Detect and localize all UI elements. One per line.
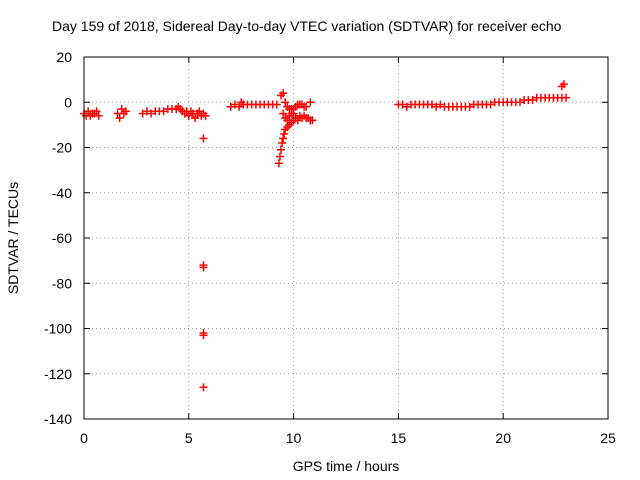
x-tick-labels: 0 5 10 15 20 25 [80,430,616,446]
data-point [306,98,315,107]
data-point [515,98,524,107]
y-tick-label: -100 [44,321,72,337]
x-tick-label: 15 [391,430,407,446]
y-tick-labels: -140 -120 -100 -80 -60 -40 -20 0 20 [44,49,72,427]
x-tick-label: 10 [286,430,302,446]
data-point [283,116,292,125]
y-tick-label: -120 [44,366,72,382]
x-tick-label: 5 [185,430,193,446]
x-axis-label: GPS time / hours [293,458,400,474]
data-point [195,107,204,116]
data-point [293,116,302,125]
data-point [280,129,289,138]
data-point [94,111,103,120]
data-point [278,138,287,147]
data-point [562,93,571,102]
data-point [147,109,156,118]
plot-frame [83,56,609,420]
data-point [289,109,298,118]
y-axis-label: SDTVAR / TECUs [5,182,21,294]
chart-title: Day 159 of 2018, Sidereal Day-to-day VTE… [52,18,562,34]
x-tick-label: 0 [80,430,88,446]
data-points [80,80,571,392]
data-point [279,109,288,118]
y-tick-label: -40 [52,185,72,201]
data-point [92,107,101,116]
y-tick-label: 20 [56,49,72,65]
data-point [279,89,288,98]
data-point [274,159,283,168]
data-point [115,114,124,123]
data-point [201,111,210,120]
x-tick-label: 25 [600,430,616,446]
data-point [279,134,288,143]
data-point [277,145,286,154]
data-point [142,107,151,116]
data-point [184,111,193,120]
y-tick-label: -80 [52,275,72,291]
data-point [402,102,411,111]
y-tick-label: -60 [52,230,72,246]
data-point [235,102,244,111]
data-point [398,100,407,109]
data-point [432,102,441,111]
data-point [486,100,495,109]
data-point [226,102,235,111]
data-point [528,95,537,104]
data-point [308,116,317,125]
data-point [121,107,130,116]
data-point [281,98,290,107]
data-point [199,134,208,143]
data-point [199,331,208,340]
data-point [191,114,200,123]
data-point [302,102,311,111]
data-point [465,102,474,111]
data-point [559,80,568,89]
data-point [199,383,208,392]
x-tick-label: 20 [495,430,511,446]
y-tick-label: 0 [64,94,72,110]
y-tick-label: -140 [44,411,72,427]
data-point [427,100,436,109]
data-point [436,100,445,109]
data-point [117,105,126,114]
data-point [159,107,168,116]
data-point [230,100,239,109]
data-point [272,100,281,109]
data-point [275,152,284,161]
y-tick-label: -20 [52,140,72,156]
data-point [84,107,93,116]
data-point [199,263,208,272]
data-point [138,109,147,118]
